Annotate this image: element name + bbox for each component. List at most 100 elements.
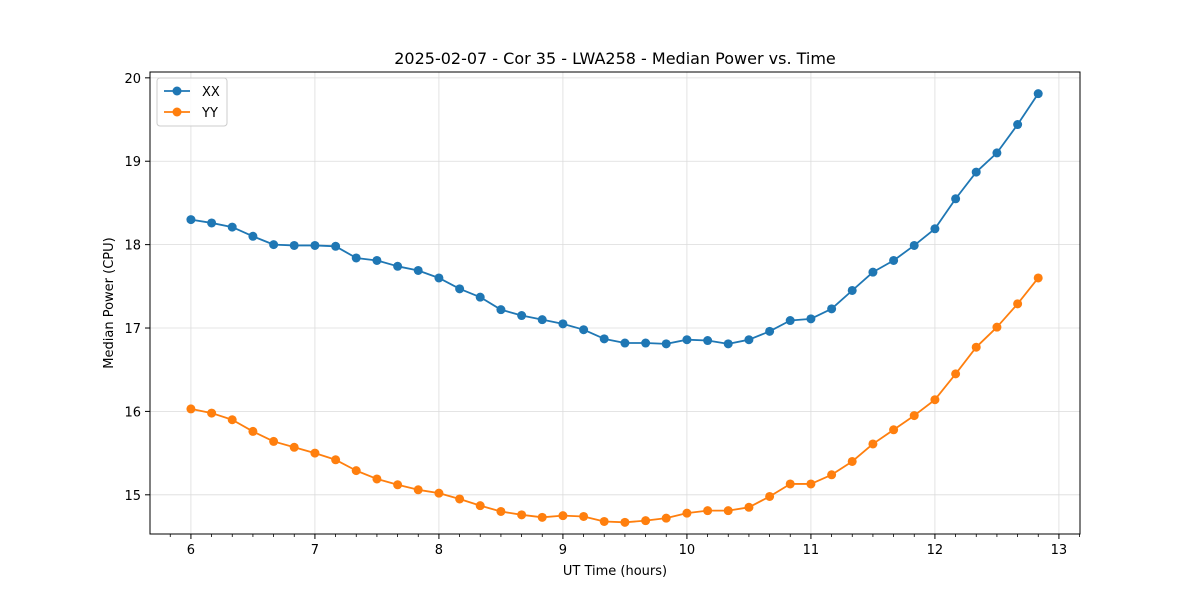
data-point-xx: [909, 240, 919, 250]
data-point-yy: [827, 470, 837, 480]
data-point-yy: [785, 479, 795, 489]
legend-label-yy: YY: [201, 106, 218, 121]
data-point-xx: [248, 231, 258, 241]
data-point-xx: [661, 339, 671, 349]
x-tick-label: 9: [559, 543, 567, 558]
data-point-yy: [1013, 299, 1023, 309]
legend-label-xx: XX: [202, 85, 220, 100]
y-tick-label: 15: [124, 489, 141, 504]
data-point-yy: [765, 491, 775, 501]
data-point-xx: [992, 148, 1002, 158]
data-point-yy: [744, 502, 754, 512]
data-point-yy: [372, 474, 382, 484]
data-point-yy: [393, 480, 403, 490]
grid-layer: [150, 72, 1080, 534]
data-point-xx: [289, 240, 299, 250]
data-point-yy: [620, 517, 630, 527]
data-point-yy: [475, 501, 485, 511]
data-point-yy: [951, 369, 961, 379]
data-point-yy: [703, 506, 713, 516]
data-point-xx: [951, 194, 961, 204]
data-point-xx: [599, 334, 609, 344]
y-tick-label: 19: [124, 155, 141, 170]
y-tick-label: 17: [124, 322, 141, 337]
x-axis-label: UT Time (hours): [563, 564, 667, 579]
data-point-xx: [537, 315, 547, 325]
data-point-xx: [331, 241, 341, 251]
data-point-xx: [455, 284, 465, 294]
x-tick-label: 11: [803, 543, 820, 558]
data-point-yy: [537, 512, 547, 522]
legend-marker-yy: [172, 107, 182, 117]
data-point-xx: [847, 285, 857, 295]
data-point-xx: [620, 338, 630, 348]
data-point-yy: [1033, 273, 1043, 283]
data-point-yy: [930, 395, 940, 405]
legend: XX YY: [156, 77, 228, 127]
data-point-xx: [475, 292, 485, 302]
data-point-yy: [723, 506, 733, 516]
data-point-xx: [1033, 89, 1043, 99]
data-point-yy: [227, 415, 237, 425]
data-point-xx: [806, 314, 816, 324]
data-point-xx: [971, 167, 981, 177]
data-point-xx: [703, 336, 713, 346]
data-point-yy: [971, 342, 981, 352]
data-point-xx: [496, 305, 506, 315]
data-point-yy: [579, 511, 589, 521]
data-point-xx: [682, 335, 692, 345]
tick-layer: 6 7 8 9 10 11 12 13 15 16 17 18 19 20: [124, 72, 1080, 558]
data-point-yy: [558, 511, 568, 521]
data-point-xx: [723, 339, 733, 349]
data-point-xx: [393, 261, 403, 271]
data-point-xx: [765, 326, 775, 336]
y-axis-label: Median Power (CPU): [102, 237, 117, 368]
data-point-yy: [909, 411, 919, 421]
data-point-xx: [372, 255, 382, 265]
data-point-xx: [889, 255, 899, 265]
y-tick-label: 18: [124, 239, 141, 254]
data-point-yy: [661, 513, 671, 523]
data-point-xx: [207, 218, 217, 228]
series-layer: [186, 89, 1043, 527]
data-point-yy: [351, 466, 361, 476]
data-point-xx: [579, 325, 589, 335]
data-point-xx: [930, 224, 940, 234]
data-point-xx: [351, 253, 361, 263]
data-point-yy: [496, 506, 506, 516]
x-tick-label: 8: [435, 543, 443, 558]
data-point-xx: [310, 240, 320, 250]
data-point-yy: [641, 516, 651, 526]
data-point-xx: [413, 265, 423, 275]
data-point-yy: [889, 425, 899, 435]
data-point-yy: [186, 404, 196, 414]
data-point-yy: [455, 494, 465, 504]
data-point-yy: [806, 479, 816, 489]
x-tick-label: 10: [679, 543, 696, 558]
data-point-xx: [1013, 120, 1023, 130]
x-tick-label: 12: [927, 543, 944, 558]
data-point-yy: [207, 408, 217, 418]
data-point-xx: [785, 316, 795, 326]
y-tick-label: 20: [124, 72, 141, 87]
x-tick-label: 7: [311, 543, 319, 558]
data-point-yy: [682, 508, 692, 518]
series-line-yy: [190, 277, 1039, 524]
data-point-yy: [248, 426, 258, 436]
data-point-xx: [868, 267, 878, 277]
data-point-xx: [434, 273, 444, 283]
data-point-xx: [744, 335, 754, 345]
data-point-xx: [641, 338, 651, 348]
legend-marker-xx: [172, 86, 182, 96]
data-point-xx: [558, 319, 568, 329]
data-point-xx: [517, 311, 527, 321]
data-point-yy: [289, 442, 299, 452]
data-point-yy: [599, 516, 609, 526]
y-tick-label: 16: [124, 405, 141, 420]
x-tick-label: 6: [187, 543, 195, 558]
data-point-xx: [227, 222, 237, 232]
data-point-xx: [827, 304, 837, 314]
data-point-xx: [186, 215, 196, 225]
series-line-xx: [190, 93, 1039, 345]
